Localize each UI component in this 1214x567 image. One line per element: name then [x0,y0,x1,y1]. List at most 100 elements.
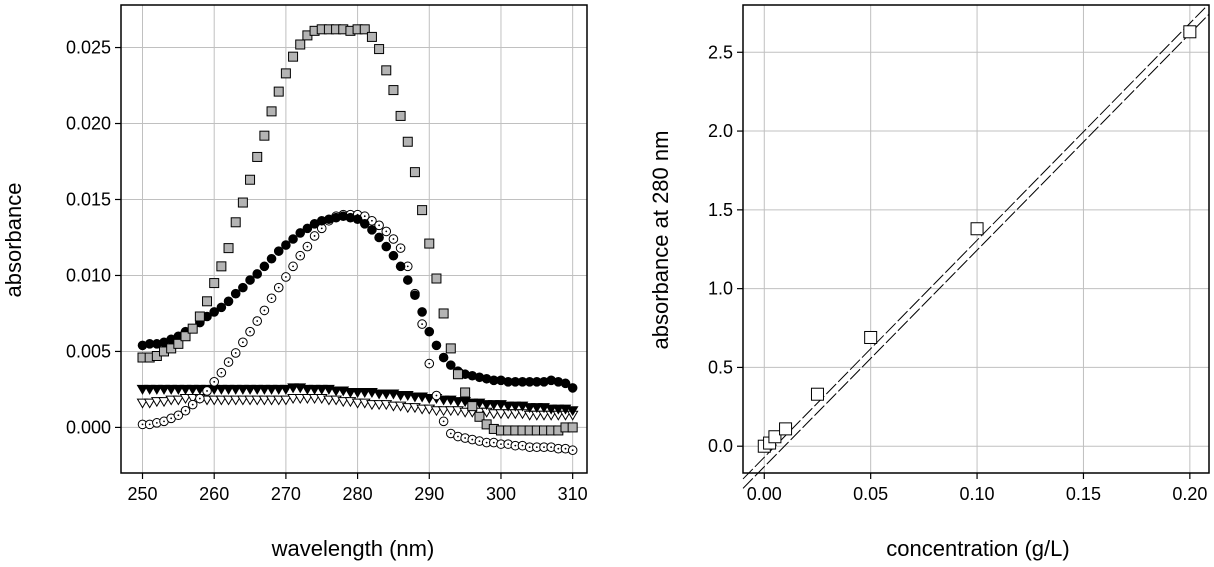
marker-center-dot [306,245,309,248]
data-point [431,273,442,284]
data-point [251,384,264,395]
data-point [566,406,579,417]
data-point [402,136,413,147]
data-point [165,384,178,395]
data-point [216,302,227,313]
data-point [238,337,248,348]
data-point [352,214,363,225]
x-tick-label: 260 [199,484,229,504]
data-point [280,68,291,79]
data-point [295,228,306,238]
data-point [444,406,457,417]
y-tick-label: 0.025 [66,38,111,58]
data-point [229,395,242,406]
x-tick-label: 250 [127,484,157,504]
series-black-circles [137,211,578,393]
data-point [237,384,249,395]
data-point [388,234,399,244]
marker-center-dot [177,414,180,417]
data-point [136,398,149,409]
data-point [487,400,500,411]
data-point [273,246,284,256]
data-point [136,384,149,395]
data-point [358,387,371,398]
data-point [302,241,313,252]
marker-center-dot [507,443,510,446]
data-point [410,290,420,301]
data-point [208,395,221,406]
data-point [179,384,192,395]
data-point [445,360,456,370]
data-point [970,222,984,236]
data-point [251,395,264,406]
data-point [172,384,185,395]
series-black-triangles [136,383,579,417]
data-point [245,174,256,185]
data-point [417,319,427,329]
marker-center-dot [528,446,531,449]
marker-center-dot [399,247,402,250]
marker-center-dot [155,421,158,424]
data-point [387,401,400,412]
data-point [530,403,543,414]
data-point [194,311,205,322]
data-point [237,395,249,406]
data-point [295,39,306,50]
data-point [430,406,443,417]
right-fit-lines [742,4,1210,489]
data-point [381,226,392,237]
data-point [381,241,392,252]
y-tick-label: 1.5 [708,200,733,220]
data-point [222,384,235,395]
marker-center-dot [213,380,216,383]
left-chart-panel: 250 260 270 280 290 300 310 0.000 0.005 0.010 0.01… [1,4,588,561]
data-point [309,231,320,241]
data-point [193,384,206,395]
marker-center-dot [170,417,173,420]
x-tick-label: 280 [343,484,373,504]
y-tick-label: 0.5 [708,357,733,377]
data-point [223,296,234,307]
right-y-axis-title: absorbance at 280 nm [648,131,673,350]
data-point [437,395,450,406]
data-point [351,398,364,409]
data-point [187,399,198,410]
marker-center-dot [191,403,194,406]
data-point [216,261,227,272]
data-point [230,217,241,228]
data-point [467,401,478,412]
data-point [409,392,421,403]
marker-center-dot [256,320,259,322]
marker-center-dot [270,297,273,300]
data-point [252,269,263,279]
marker-center-dot [500,443,502,446]
data-point [288,51,299,62]
x-tick-label: 0.15 [1066,484,1101,504]
data-point [359,219,370,229]
marker-center-dot [299,254,302,257]
data-point [209,307,219,317]
data-point [165,395,178,406]
data-point [438,416,449,427]
data-point [431,340,442,351]
data-point [244,384,256,395]
marker-center-dot [392,238,395,240]
data-point [259,130,270,141]
data-point [373,389,385,400]
data-point [388,250,399,261]
marker-center-dot [406,265,409,268]
data-point [315,384,328,395]
data-point [266,293,277,304]
data-point [295,250,306,261]
data-point [502,401,515,412]
right-x-axis-title: concentration (g/L) [886,536,1069,561]
data-point [150,397,163,408]
data-point [258,395,271,406]
marker-center-dot [263,309,266,312]
y-tick-label: 2.0 [708,121,733,141]
data-point [202,296,213,307]
data-point [265,395,278,406]
data-point [394,391,407,401]
y-tick-label: 0.015 [66,189,111,209]
data-point [779,422,793,436]
